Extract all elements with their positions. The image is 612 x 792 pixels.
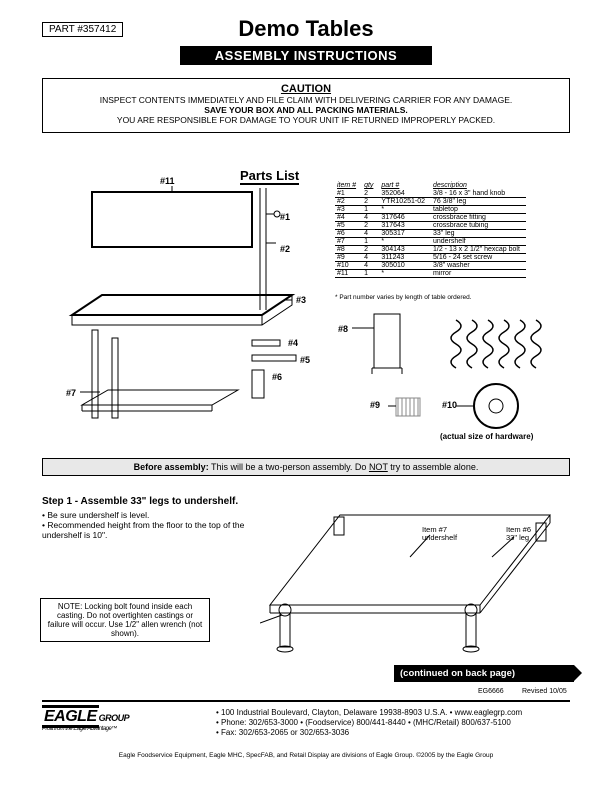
step1-note-box: NOTE: Locking bolt found inside each cas… (40, 598, 210, 642)
table-row: #71*undershelf (335, 238, 526, 246)
step1-bullet: • Be sure undershelf is level. (42, 510, 149, 520)
footer-contact: • 100 Industrial Boulevard, Clayton, Del… (216, 708, 522, 738)
callout-2: #2 (280, 244, 290, 254)
table-row: #123520643/8 - 16 x 3" hand knob (335, 190, 526, 198)
caution-line: SAVE YOUR BOX AND ALL PACKING MATERIALS. (53, 105, 559, 115)
parts-table: item #qtypart #description #123520643/8 … (335, 182, 526, 278)
subtitle-bar: ASSEMBLY INSTRUCTIONS (180, 46, 432, 65)
table-row: #1043050103/8" washer (335, 262, 526, 270)
caution-line: YOU ARE RESPONSIBLE FOR DAMAGE TO YOUR U… (53, 115, 559, 125)
caution-heading: CAUTION (53, 83, 559, 95)
caution-box: CAUTION INSPECT CONTENTS IMMEDIATELY AND… (42, 78, 570, 133)
label-undershelf: Item #7undershelf (422, 526, 457, 541)
table-row: #44317646crossbrace fitting (335, 214, 526, 222)
parts-col: part # (379, 182, 431, 190)
doc-number: EG6666 (478, 688, 504, 695)
callout-10: #10 (442, 400, 457, 410)
callout-7: #7 (66, 388, 76, 398)
callout-9: #9 (370, 400, 380, 410)
before-prefix: Before assembly: (134, 462, 209, 472)
exploded-diagram (52, 180, 312, 450)
table-row: #31*tabletop (335, 206, 526, 214)
before-not: NOT (369, 462, 388, 472)
callout-11: #11 (160, 176, 175, 186)
callout-3: #3 (296, 295, 306, 305)
before-assembly-box: Before assembly: This will be a two-pers… (42, 458, 570, 476)
hardware-actual-size: (actual size of hardware) (440, 432, 533, 441)
step1-bullet: • Recommended height from the floor to t… (42, 520, 252, 540)
parts-footnote: * Part number varies by length of table … (335, 294, 472, 301)
table-row: #111*mirror (335, 270, 526, 278)
footer-rule (42, 700, 570, 702)
parts-col: qty (362, 182, 379, 190)
step1-heading: Step 1 - Assemble 33" legs to undershelf… (42, 496, 238, 507)
callout-8: #8 (338, 324, 348, 334)
callout-6: #6 (272, 372, 282, 382)
continued-bar: (continued on back page) (394, 665, 574, 682)
step1-diagram (260, 495, 574, 665)
parts-col: description (431, 182, 526, 190)
table-row: #6430531733" leg (335, 230, 526, 238)
callout-1: #1 (280, 212, 290, 222)
table-row: #22YTR10251-0276 3/8" leg (335, 198, 526, 206)
table-row: #943112435/16 - 24 set screw (335, 254, 526, 262)
page-title: Demo Tables (0, 16, 612, 42)
before-text2: try to assemble alone. (388, 462, 479, 472)
parts-col: item # (335, 182, 362, 190)
callout-5: #5 (300, 355, 310, 365)
footer-disclaimer: Eagle Foodservice Equipment, Eagle MHC, … (0, 752, 612, 759)
caution-line: INSPECT CONTENTS IMMEDIATELY AND FILE CL… (53, 95, 559, 105)
revised-date: Revised 10/05 (522, 688, 567, 695)
before-text: This will be a two-person assembly. Do (209, 462, 369, 472)
hardware-diagram (336, 310, 566, 440)
callout-4: #4 (288, 338, 298, 348)
table-row: #823041431/2 - 13 x 2 1/2" hexcap bolt (335, 246, 526, 254)
table-row: #52317643crossbrace tubing (335, 222, 526, 230)
footer-logo: EAGLEGROUP Profit from the Eagle Advanta… (42, 708, 202, 732)
label-leg: Item #633" leg (506, 526, 531, 541)
